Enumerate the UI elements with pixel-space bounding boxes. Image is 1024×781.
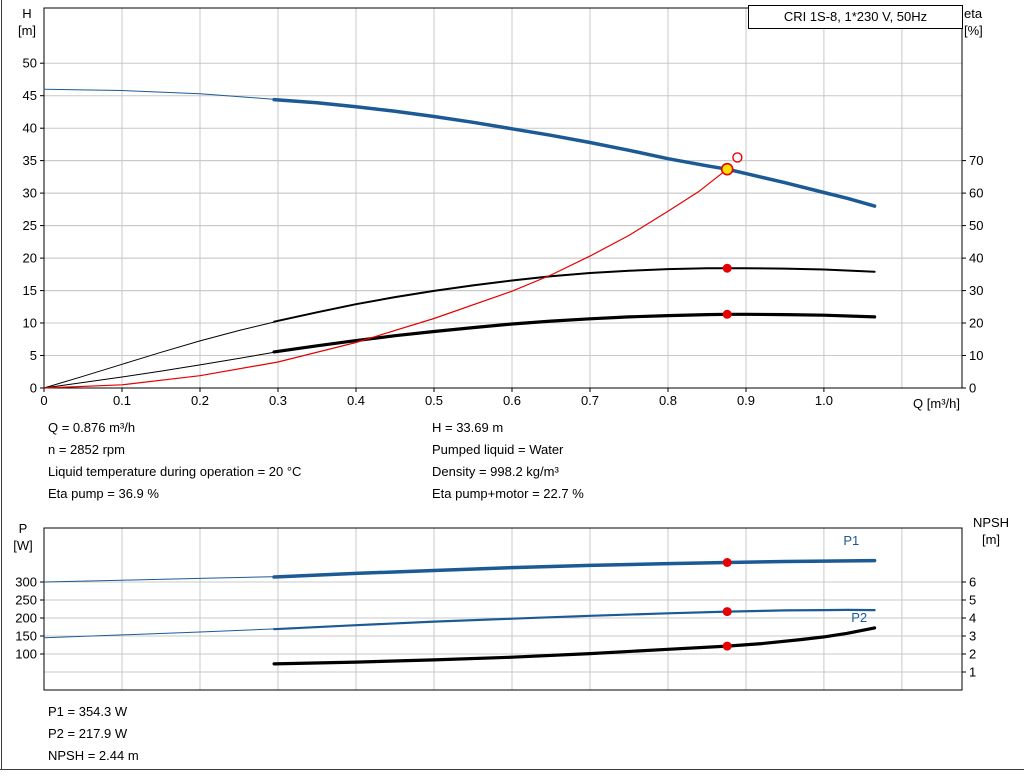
eta-pump-motor-value: Eta pump+motor = 22.7 % [432, 486, 584, 501]
y-left-tick-label: 45 [23, 88, 37, 103]
hq-eta-chart[interactable]: 0 0.1 0.2 0.3 0.4 0.5 0.6 0.7 0.8 0.9 1.0 0 5 10 15 20 2… [0, 0, 1024, 415]
liquid-temperature-value: Liquid temperature during operation = 20… [48, 464, 302, 479]
panel-border-bottom [0, 769, 1024, 770]
y-left-tick-label: 5 [30, 348, 37, 363]
head-value: H = 33.69 m [432, 420, 504, 435]
p1-value: P1 = 354.3 W [48, 704, 128, 719]
y-right-tick-label: 4 [969, 611, 976, 626]
npsh-axis-unit: [m] [981, 532, 1001, 547]
y-right-tick-label: 0 [969, 381, 976, 396]
eta-pump-motor-extension [43, 351, 279, 389]
y-right-tick-label: 60 [969, 186, 983, 201]
duty-point[interactable] [720, 162, 734, 176]
eta-pump-motor-point [722, 309, 732, 319]
eta-axis-label: eta [%] [964, 5, 1004, 39]
x-tick-label: 0 [40, 393, 47, 408]
x-tick-label: 1.0 [815, 393, 833, 408]
power-npsh-chart[interactable]: 100 150 200 250 300 1 2 3 4 5 6 P1 P2 [0, 515, 1024, 700]
x-tick-label: 0.9 [737, 393, 755, 408]
p-axis-label: P [W] [4, 520, 42, 554]
y-right-tick-label: 40 [969, 251, 983, 266]
resulting-duty-curve [43, 168, 728, 389]
y-right-tick-label: 30 [969, 283, 983, 298]
eta-pump-curve [273, 267, 876, 323]
p2-point [722, 607, 732, 617]
q-axis-label: Q [m³/h] [913, 396, 960, 411]
npsh-axis-label: NPSH [m] [962, 514, 1020, 548]
p1-curve [272, 558, 877, 579]
density-value: Density = 998.2 kg/m³ [432, 464, 559, 479]
y-left-tick-label: 150 [15, 629, 37, 644]
duty-data-left-column: Q = 0.876 m³/h n = 2852 rpm Liquid tempe… [48, 417, 301, 505]
p2-curve-extension [43, 628, 279, 639]
y-left-tick-label: 35 [23, 153, 37, 168]
p2-curve [273, 608, 876, 631]
pump-title-box: CRI 1S-8, 1*230 V, 50Hz [748, 5, 963, 29]
p2-curve-label: P2 [851, 610, 867, 625]
x-tick-label: 0.7 [581, 393, 599, 408]
y-right-tick-label: 1 [969, 665, 976, 680]
eta-axis-unit: [%] [964, 23, 983, 38]
y-left-tick-label: 0 [30, 381, 37, 396]
h-curve [272, 97, 877, 208]
p-axis-symbol: P [18, 521, 28, 536]
y-right-tick-label: 5 [969, 593, 976, 608]
x-tick-label: 0.2 [191, 393, 209, 408]
p1-curve-label: P1 [843, 533, 859, 548]
x-tick-label: 0.8 [659, 393, 677, 408]
y-right-tick-label: 6 [969, 575, 976, 590]
x-tick-label: 0.4 [347, 393, 365, 408]
npsh-curve [272, 626, 877, 666]
y-left-tick-label: 20 [23, 251, 37, 266]
x-tick-label: 0.5 [425, 393, 443, 408]
p1-curve-extension [43, 576, 279, 583]
x-tick-label: 0.1 [113, 393, 131, 408]
power-data-column: P1 = 354.3 W P2 = 217.9 W NPSH = 2.44 m [48, 701, 139, 767]
eta-pump-value: Eta pump = 36.9 % [48, 486, 159, 501]
panel-border-left [1, 0, 2, 770]
p2-value: P2 = 217.9 W [48, 726, 128, 741]
eta-pump-extension [43, 320, 279, 389]
eta-pump-motor-curve [272, 312, 877, 354]
x-tick-label: 0.6 [503, 393, 521, 408]
y-left-tick-label: 250 [15, 593, 37, 608]
y-left-tick-label: 200 [15, 611, 37, 626]
y-left-tick-label: 10 [23, 316, 37, 331]
flow-value: Q = 0.876 m³/h [48, 420, 136, 435]
y-right-tick-label: 70 [969, 153, 983, 168]
h-axis-unit: [m] [17, 23, 37, 38]
npsh-point [722, 641, 732, 651]
y-right-tick-label: 20 [969, 316, 983, 331]
h-axis-label: H [m] [8, 5, 46, 39]
y-left-tick-label: 25 [23, 218, 37, 233]
h-curve-extension [43, 88, 279, 101]
pumped-liquid-value: Pumped liquid = Water [432, 442, 564, 457]
y-left-tick-label: 15 [23, 283, 37, 298]
p-axis-unit: [W] [13, 538, 33, 553]
y-right-tick-label: 2 [969, 647, 976, 662]
y-right-tick-label: 3 [969, 629, 976, 644]
y-left-tick-label: 50 [23, 56, 37, 71]
rated-point [732, 152, 743, 163]
h-axis-symbol: H [22, 6, 32, 21]
x-tick-label: 0.3 [269, 393, 287, 408]
npsh-value: NPSH = 2.44 m [48, 748, 139, 763]
y-left-tick-label: 300 [15, 575, 37, 590]
p1-point [722, 558, 732, 567]
y-left-tick-label: 30 [23, 186, 37, 201]
eta-axis-symbol: eta [964, 6, 983, 21]
y-left-tick-label: 100 [15, 647, 37, 662]
duty-data-right-column: H = 33.69 m Pumped liquid = Water Densit… [432, 417, 584, 505]
speed-value: n = 2852 rpm [48, 442, 125, 457]
y-right-tick-label: 10 [969, 348, 983, 363]
y-left-tick-label: 40 [23, 121, 37, 136]
eta-pump-point [722, 263, 732, 273]
y-right-tick-label: 50 [969, 218, 983, 233]
npsh-axis-symbol: NPSH [972, 515, 1010, 530]
